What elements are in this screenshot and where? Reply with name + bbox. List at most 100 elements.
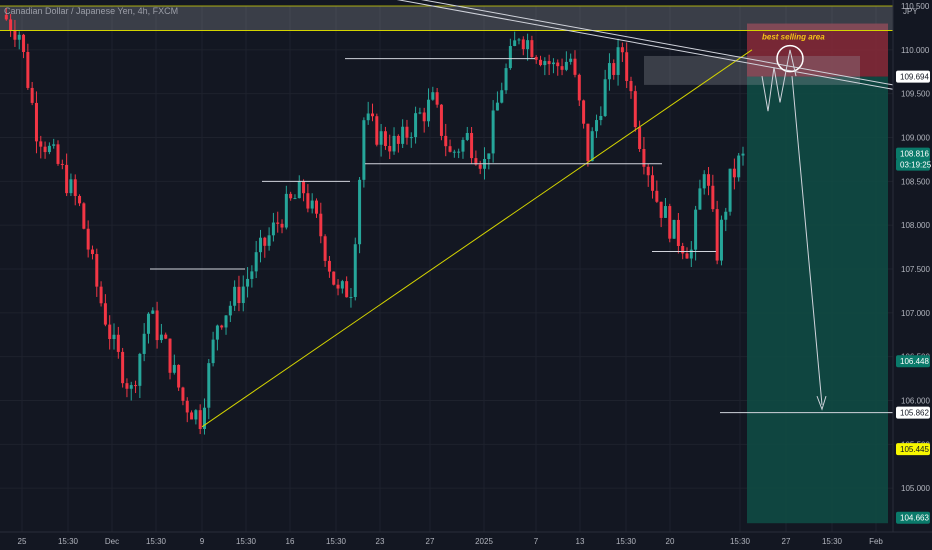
candle-body [577,74,581,101]
candle-body [250,271,254,279]
candle-body [586,123,590,162]
candle-body [517,39,521,41]
price-tag [896,70,930,83]
price-tick-label: 110.000 [901,46,930,55]
candle-body [280,223,284,228]
candle-body [539,59,543,66]
time-tick-label: 15:30 [730,537,751,546]
candle-body [271,222,275,236]
candle-body [724,211,728,220]
candle-body [728,168,732,212]
candle-body [310,200,314,209]
candle-body [258,237,262,253]
candle-body [121,351,125,384]
candle-body [573,58,577,75]
candle-body [431,92,435,100]
candle-body [168,338,172,373]
candle-body [293,198,297,200]
candle-body [702,174,706,189]
candle-body [452,151,456,153]
candle-body [582,100,586,124]
sell-zone [747,23,888,77]
candle-body [504,68,508,91]
candlestick-series [4,7,745,435]
price-tick-label: 107.500 [901,265,930,274]
price-tick-label: 109.000 [901,134,930,143]
candle-body [625,52,629,82]
candle-body [715,209,719,261]
candle-body [69,179,73,194]
target-zone [747,76,888,524]
candle-body [358,179,362,245]
selling-area-circle [776,44,804,73]
projection-arrow [791,76,823,405]
candle-body [306,193,310,209]
candle-body [233,286,237,306]
price-axis[interactable]: 110.500 110.000 109.500 109.000 108.500 108.0… [892,0,932,550]
time-axis[interactable]: 25 15:30 Dec 15:30 9 15:30 16 15:30 23 27 2025 7 13 1… [0,531,932,550]
candle-body [47,145,51,153]
candle-body [741,153,745,156]
candle-body [590,131,594,162]
arrow-head [816,395,827,411]
price-tick-label: 109.500 [901,90,930,99]
candle-body [220,325,224,328]
candle-body [190,412,194,420]
candle-body [646,166,650,176]
candle-body [172,364,176,373]
candle-body [612,63,616,75]
candle-body [564,61,568,70]
candle-body [164,334,168,339]
candle-body [556,62,560,67]
candle-body [323,236,327,261]
candle-body [569,58,573,62]
candle-body [22,34,26,52]
candle-body [711,185,715,210]
candle-body [396,135,400,144]
time-tick-label: 15:30 [146,537,167,546]
candle-body [513,40,517,47]
candle-body [276,222,280,224]
price-tag-label: 106.448 [900,357,929,366]
candle-body [90,249,94,255]
time-axis-bg [0,532,932,550]
candle-body [689,249,693,259]
candle-body [134,385,138,387]
price-tag [896,158,930,171]
time-tick-label: 2025 [475,537,493,546]
candle-body [371,113,374,117]
candle-body [116,334,120,352]
candle-body [56,144,60,164]
candle-body [474,158,478,165]
instrument-title: Canadian Dollar / Japanese Yen, 4h, FXCM [4,6,179,16]
candle-body [599,115,603,121]
candle-body [616,47,620,75]
price-tag-label: 03:19:25 [900,161,932,170]
resistance-band [0,6,893,31]
candle-body [629,81,633,92]
candle-body [284,193,288,228]
candle-body [642,148,646,167]
annotation-text: best selling area [762,32,825,41]
candle-body [302,181,306,194]
candle-body [672,219,676,239]
time-tick-label: 23 [376,537,385,546]
price-tick-label: 105.000 [901,484,930,493]
candle-body [448,146,452,152]
candle-body [263,237,267,246]
candle-body [603,79,607,116]
candle-body [418,112,422,114]
projected-path [761,49,797,112]
candle-body [491,110,495,154]
time-tick-label: 16 [286,537,295,546]
candle-body [633,91,637,128]
candle-body [349,296,353,298]
drawing-tools[interactable]: best selling area [0,0,894,428]
candle-body [465,132,469,140]
candle-body [595,120,599,132]
price-axis-bg [893,0,932,550]
candle-body [392,135,396,152]
candle-body [340,281,344,289]
candle-body [500,90,504,103]
